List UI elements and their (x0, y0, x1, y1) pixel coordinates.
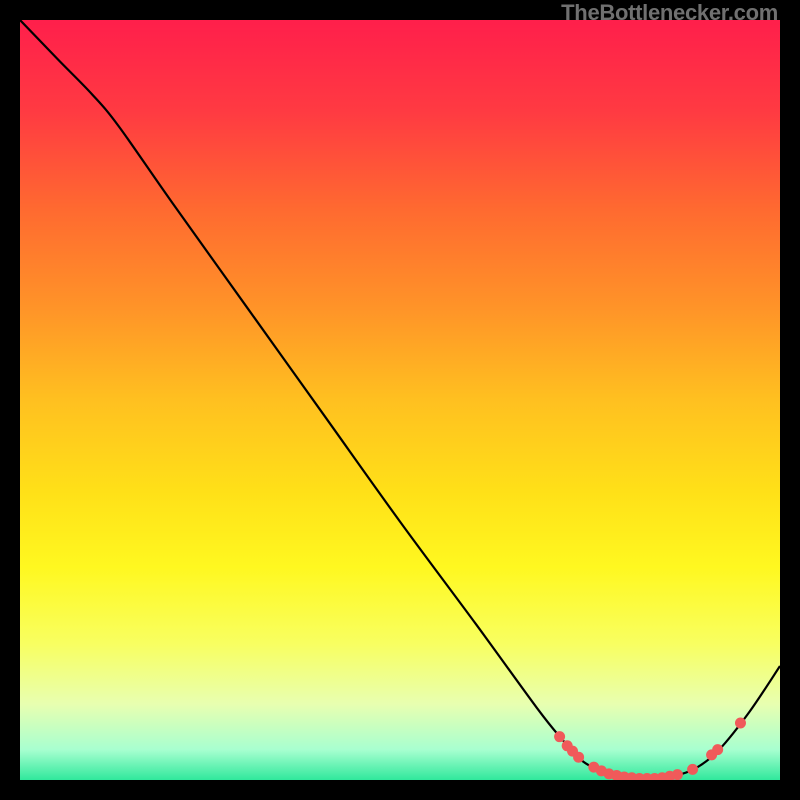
data-point-marker (573, 752, 584, 763)
data-point-marker (672, 769, 683, 780)
data-point-marker (735, 718, 746, 729)
data-point-marker (554, 731, 565, 742)
data-point-marker (712, 744, 723, 755)
bottleneck-curve-chart (20, 20, 780, 780)
site-watermark: TheBottlenecker.com (561, 0, 778, 26)
gradient-background (20, 20, 780, 780)
chart-frame (20, 20, 780, 780)
data-point-marker (687, 764, 698, 775)
